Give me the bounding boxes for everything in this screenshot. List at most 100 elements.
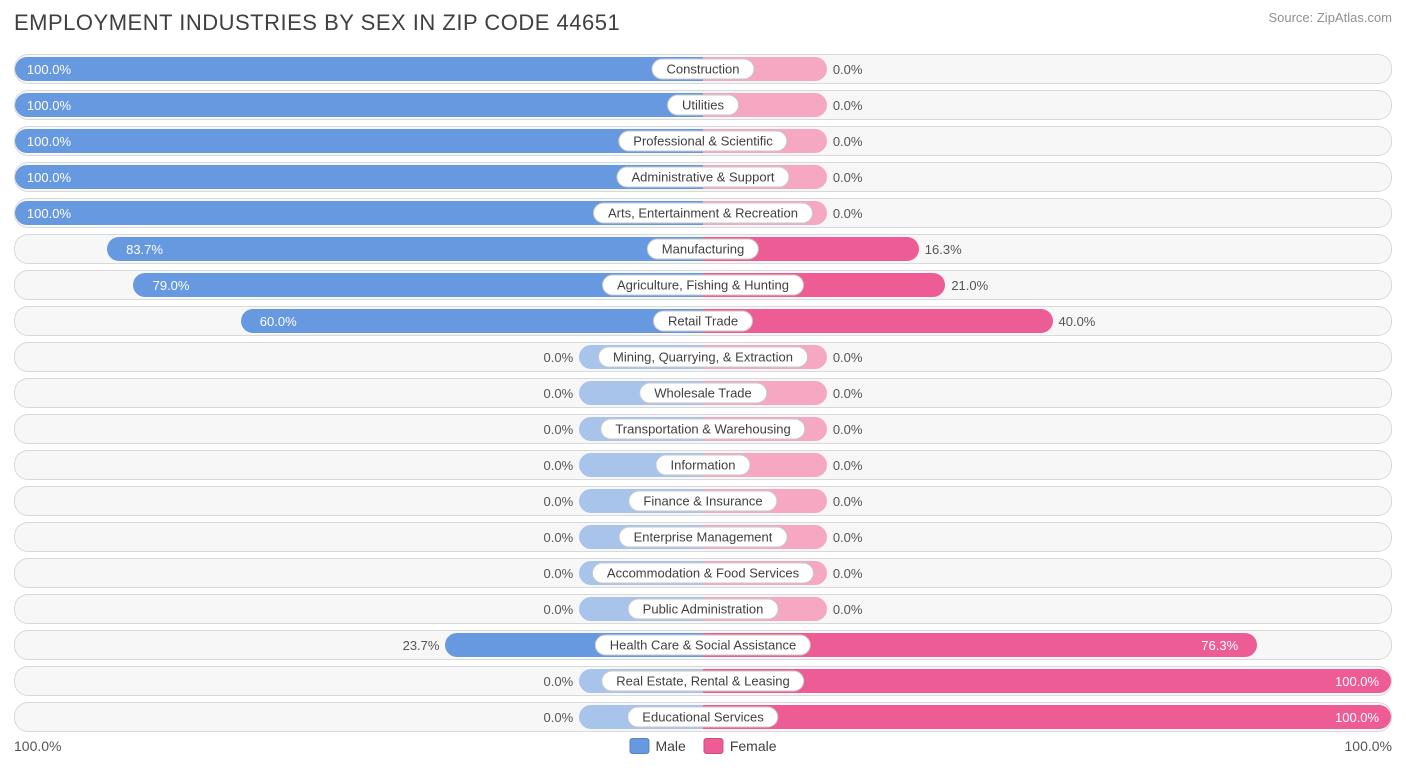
chart-footer: 100.0% Male Female 100.0%: [14, 738, 1392, 754]
chart-row: 0.0% 0.0% Mining, Quarrying, & Extraction: [14, 342, 1392, 372]
category-label: Real Estate, Rental & Leasing: [601, 671, 804, 692]
legend-label-female: Female: [730, 738, 777, 754]
male-value-label: 0.0%: [544, 523, 574, 551]
male-value-label: 100.0%: [27, 199, 71, 227]
female-value-label: 0.0%: [833, 487, 863, 515]
category-label: Utilities: [667, 95, 739, 116]
source-attribution: Source: ZipAtlas.com: [1268, 10, 1392, 25]
male-bar: [241, 309, 703, 333]
female-value-label: 0.0%: [833, 451, 863, 479]
female-value-label: 0.0%: [833, 343, 863, 371]
chart-row: 0.0% 0.0% Information: [14, 450, 1392, 480]
category-label: Finance & Insurance: [628, 491, 777, 512]
female-value-label: 100.0%: [1335, 667, 1379, 695]
male-value-label: 0.0%: [544, 667, 574, 695]
category-label: Public Administration: [628, 599, 779, 620]
male-value-label: 0.0%: [544, 343, 574, 371]
male-value-label: 60.0%: [260, 307, 297, 335]
legend-swatch-female: [704, 738, 724, 754]
legend-female: Female: [704, 738, 777, 754]
chart-row: 100.0% 0.0% Professional & Scientific: [14, 126, 1392, 156]
female-value-label: 0.0%: [833, 127, 863, 155]
chart-row: 83.7% 16.3% Manufacturing: [14, 234, 1392, 264]
chart-row: 60.0% 40.0% Retail Trade: [14, 306, 1392, 336]
male-value-label: 100.0%: [27, 55, 71, 83]
category-label: Transportation & Warehousing: [600, 419, 805, 440]
male-value-label: 100.0%: [27, 127, 71, 155]
legend-swatch-male: [629, 738, 649, 754]
female-value-label: 0.0%: [833, 91, 863, 119]
chart-row: 23.7% 76.3% Health Care & Social Assistanc…: [14, 630, 1392, 660]
category-label: Manufacturing: [647, 239, 759, 260]
diverging-bar-chart: 100.0% 0.0% Construction 100.0% 0.0% Utilitie…: [14, 54, 1392, 732]
female-value-label: 0.0%: [833, 559, 863, 587]
male-value-label: 100.0%: [27, 91, 71, 119]
male-value-label: 0.0%: [544, 379, 574, 407]
female-value-label: 0.0%: [833, 415, 863, 443]
category-label: Accommodation & Food Services: [592, 563, 814, 584]
male-bar: [15, 57, 703, 81]
chart-row: 79.0% 21.0% Agriculture, Fishing & Hunting: [14, 270, 1392, 300]
male-value-label: 0.0%: [544, 415, 574, 443]
female-bar: [703, 705, 1391, 729]
male-bar: [15, 93, 703, 117]
female-value-label: 0.0%: [833, 199, 863, 227]
male-value-label: 0.0%: [544, 451, 574, 479]
chart-title: EMPLOYMENT INDUSTRIES BY SEX IN ZIP CODE…: [14, 10, 620, 36]
female-value-label: 0.0%: [833, 379, 863, 407]
female-bar: [703, 669, 1391, 693]
male-value-label: 83.7%: [126, 235, 163, 263]
axis-label-left: 100.0%: [14, 738, 61, 754]
legend-male: Male: [629, 738, 685, 754]
category-label: Retail Trade: [653, 311, 753, 332]
male-bar: [15, 129, 703, 153]
male-bar: [15, 165, 703, 189]
female-value-label: 0.0%: [833, 523, 863, 551]
axis-label-right: 100.0%: [1345, 738, 1392, 754]
female-value-label: 76.3%: [1201, 631, 1238, 659]
category-label: Agriculture, Fishing & Hunting: [602, 275, 804, 296]
chart-container: EMPLOYMENT INDUSTRIES BY SEX IN ZIP CODE…: [0, 0, 1406, 762]
chart-row: 0.0% 0.0% Enterprise Management: [14, 522, 1392, 552]
chart-row: 100.0% 0.0% Administrative & Support: [14, 162, 1392, 192]
male-value-label: 0.0%: [544, 559, 574, 587]
female-value-label: 40.0%: [1059, 307, 1096, 335]
female-value-label: 16.3%: [925, 235, 962, 263]
chart-row: 0.0% 0.0% Accommodation & Food Services: [14, 558, 1392, 588]
chart-row: 0.0% 0.0% Wholesale Trade: [14, 378, 1392, 408]
male-value-label: 0.0%: [544, 487, 574, 515]
category-label: Arts, Entertainment & Recreation: [593, 203, 813, 224]
category-label: Educational Services: [627, 707, 778, 728]
category-label: Health Care & Social Assistance: [595, 635, 811, 656]
category-label: Wholesale Trade: [639, 383, 767, 404]
header: EMPLOYMENT INDUSTRIES BY SEX IN ZIP CODE…: [14, 10, 1392, 36]
chart-row: 0.0% 100.0% Educational Services: [14, 702, 1392, 732]
male-value-label: 23.7%: [403, 631, 440, 659]
male-value-label: 0.0%: [544, 595, 574, 623]
legend-label-male: Male: [655, 738, 685, 754]
male-value-label: 100.0%: [27, 163, 71, 191]
female-value-label: 100.0%: [1335, 703, 1379, 731]
male-value-label: 0.0%: [544, 703, 574, 731]
female-value-label: 21.0%: [951, 271, 988, 299]
chart-row: 100.0% 0.0% Construction: [14, 54, 1392, 84]
male-bar: [107, 237, 703, 261]
female-bar: [703, 309, 1053, 333]
female-value-label: 0.0%: [833, 55, 863, 83]
female-value-label: 0.0%: [833, 163, 863, 191]
female-value-label: 0.0%: [833, 595, 863, 623]
chart-row: 0.0% 0.0% Transportation & Warehousing: [14, 414, 1392, 444]
male-value-label: 79.0%: [153, 271, 190, 299]
chart-row: 0.0% 100.0% Real Estate, Rental & Leasing: [14, 666, 1392, 696]
legend: Male Female: [629, 738, 776, 754]
category-label: Enterprise Management: [619, 527, 788, 548]
chart-row: 0.0% 0.0% Public Administration: [14, 594, 1392, 624]
chart-row: 100.0% 0.0% Arts, Entertainment & Recreati…: [14, 198, 1392, 228]
chart-row: 100.0% 0.0% Utilities: [14, 90, 1392, 120]
category-label: Administrative & Support: [616, 167, 789, 188]
category-label: Mining, Quarrying, & Extraction: [598, 347, 808, 368]
category-label: Construction: [652, 59, 755, 80]
category-label: Professional & Scientific: [618, 131, 787, 152]
chart-row: 0.0% 0.0% Finance & Insurance: [14, 486, 1392, 516]
category-label: Information: [655, 455, 750, 476]
